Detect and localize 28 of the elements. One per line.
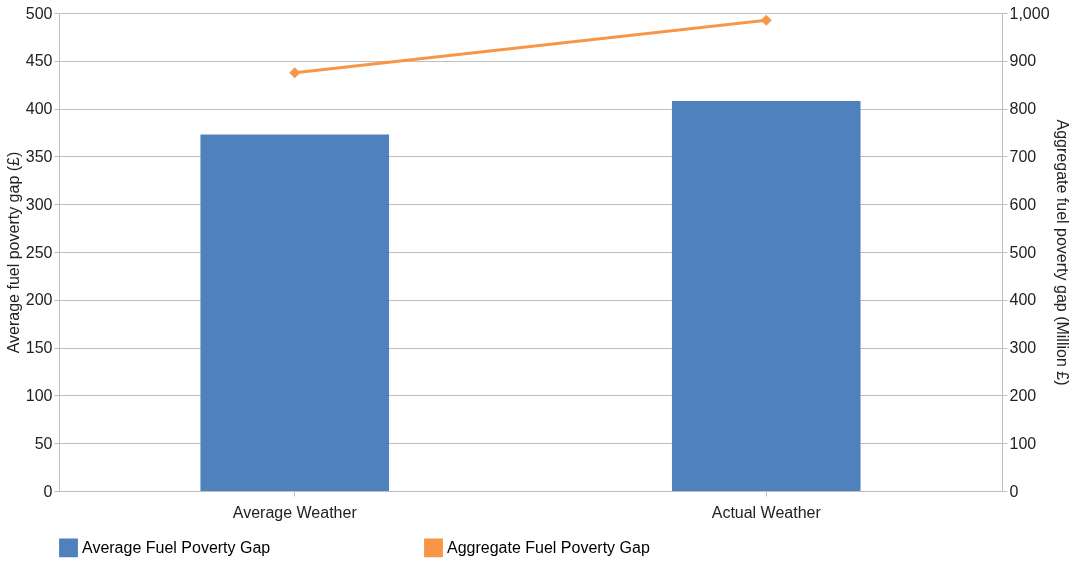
y-tick-label: 300	[25, 195, 53, 213]
y2-tick-label: 700	[1009, 147, 1037, 165]
y-tick-label: 200	[25, 291, 53, 309]
y2-tick-label: 600	[1009, 195, 1037, 213]
y2-tick-label: 500	[1009, 243, 1037, 261]
y2-tick-label: 100	[1009, 434, 1037, 452]
y2-tick-label: 900	[1009, 52, 1037, 70]
y-tick-label: 500	[25, 4, 53, 22]
y2-tick-label: 0	[1009, 482, 1019, 500]
y-tick-label: 400	[25, 100, 53, 118]
x-tick-label: Actual Weather	[711, 503, 822, 521]
y-tick-label: 50	[34, 434, 53, 452]
y-tick-label: 350	[25, 147, 53, 165]
y-tick-label: 250	[25, 243, 53, 261]
x-tick-label: Average Weather	[232, 503, 358, 521]
y-axis-title: Average fuel poverty gap (£)	[4, 151, 22, 354]
y2-tick-label: 800	[1009, 100, 1037, 118]
y2-tick-label: 200	[1009, 386, 1037, 404]
y-tick-label: 100	[25, 386, 53, 404]
y-tick-label: 0	[43, 482, 53, 500]
y-tick-label: 150	[25, 339, 53, 357]
y2-tick-label: 400	[1009, 291, 1037, 309]
y2-axis-title: Aggregate fuel poverty gap (Million £)	[1053, 119, 1071, 386]
y2-tick-label: 300	[1009, 339, 1037, 357]
y-tick-label: 450	[25, 52, 53, 70]
legend-label: Average Fuel Poverty Gap	[82, 538, 271, 556]
legend-label: Aggregate Fuel Poverty Gap	[447, 538, 650, 556]
y2-tick-label: 1,000	[1009, 4, 1050, 22]
